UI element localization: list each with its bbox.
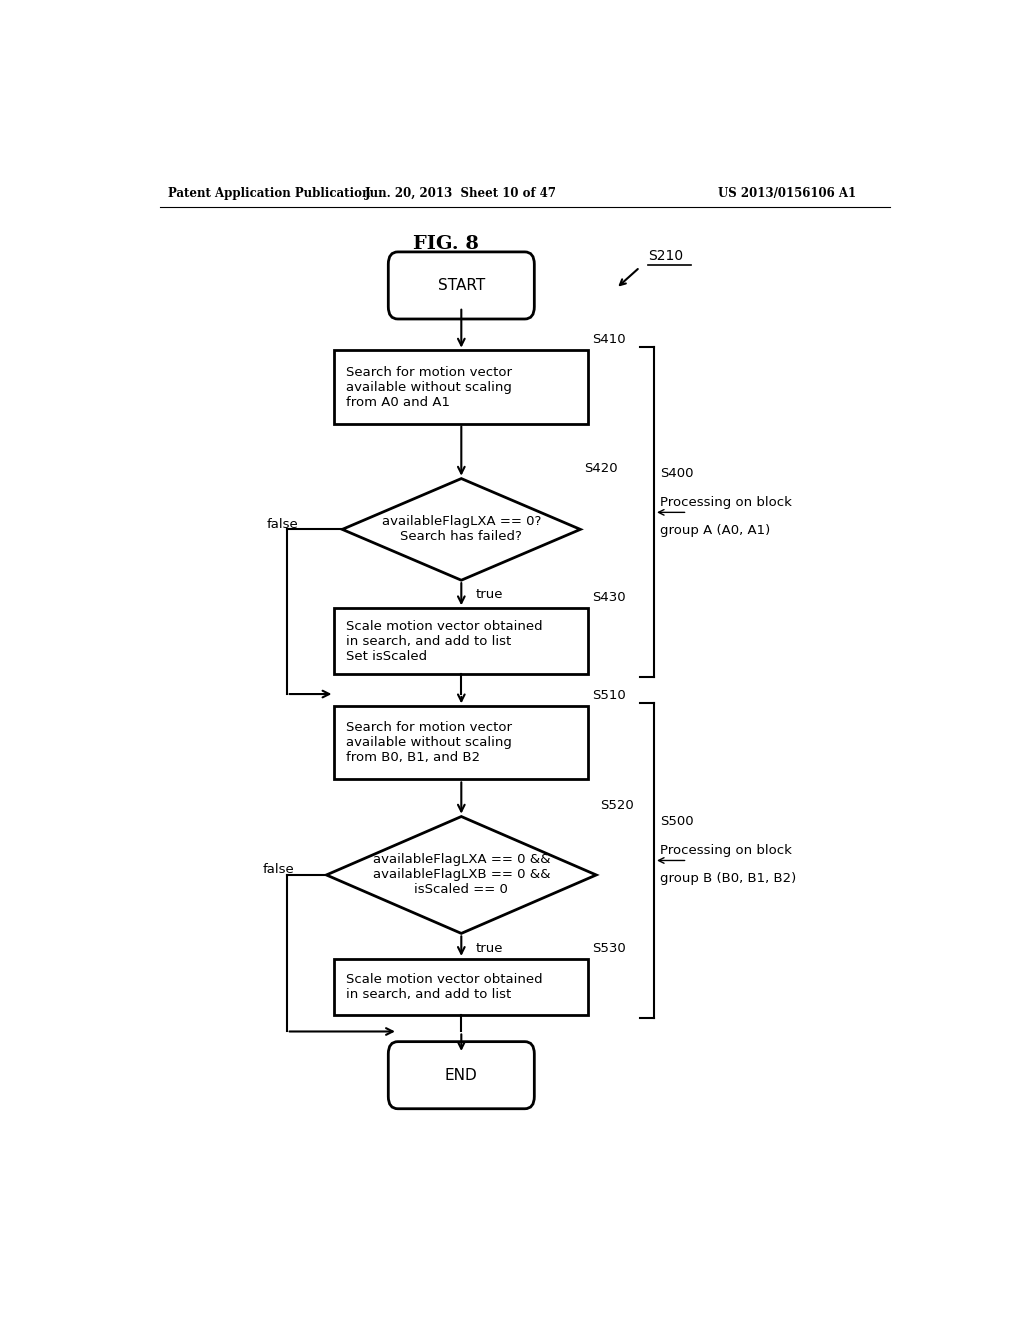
Polygon shape: [342, 479, 581, 581]
Text: US 2013/0156106 A1: US 2013/0156106 A1: [718, 187, 856, 201]
Text: availableFlagLXA == 0 &&
availableFlagLXB == 0 &&
isScaled == 0: availableFlagLXA == 0 && availableFlagLX…: [373, 854, 550, 896]
Text: Processing on block: Processing on block: [659, 496, 792, 508]
FancyBboxPatch shape: [334, 609, 588, 675]
Text: group A (A0, A1): group A (A0, A1): [659, 524, 770, 537]
Text: false: false: [267, 517, 299, 531]
Text: availableFlagLXA == 0?
Search has failed?: availableFlagLXA == 0? Search has failed…: [382, 515, 541, 544]
Text: S410: S410: [592, 334, 626, 346]
Text: S430: S430: [592, 591, 626, 605]
Text: S400: S400: [659, 467, 693, 480]
FancyBboxPatch shape: [334, 351, 588, 424]
Text: false: false: [263, 863, 295, 876]
FancyBboxPatch shape: [388, 1041, 535, 1109]
Text: Search for motion vector
available without scaling
from B0, B1, and B2: Search for motion vector available witho…: [346, 721, 512, 764]
Text: Scale motion vector obtained
in search, and add to list
Set isScaled: Scale motion vector obtained in search, …: [346, 619, 543, 663]
Text: true: true: [475, 941, 503, 954]
Text: START: START: [437, 279, 485, 293]
Text: Processing on block: Processing on block: [659, 843, 792, 857]
Text: END: END: [445, 1068, 477, 1082]
Text: Scale motion vector obtained
in search, and add to list: Scale motion vector obtained in search, …: [346, 973, 543, 1001]
FancyBboxPatch shape: [334, 958, 588, 1015]
Polygon shape: [327, 817, 596, 933]
Text: group B (B0, B1, B2): group B (B0, B1, B2): [659, 873, 796, 886]
Text: Patent Application Publication: Patent Application Publication: [168, 187, 371, 201]
Text: S420: S420: [585, 462, 617, 474]
Text: S500: S500: [659, 816, 693, 829]
Text: S530: S530: [592, 941, 626, 954]
Text: true: true: [475, 589, 503, 602]
Text: Jun. 20, 2013  Sheet 10 of 47: Jun. 20, 2013 Sheet 10 of 47: [366, 187, 557, 201]
Text: S520: S520: [600, 800, 634, 812]
FancyBboxPatch shape: [388, 252, 535, 319]
Text: FIG. 8: FIG. 8: [413, 235, 478, 252]
Text: Search for motion vector
available without scaling
from A0 and A1: Search for motion vector available witho…: [346, 366, 512, 409]
Text: S210: S210: [648, 249, 683, 263]
FancyBboxPatch shape: [334, 706, 588, 779]
Text: S510: S510: [592, 689, 626, 702]
